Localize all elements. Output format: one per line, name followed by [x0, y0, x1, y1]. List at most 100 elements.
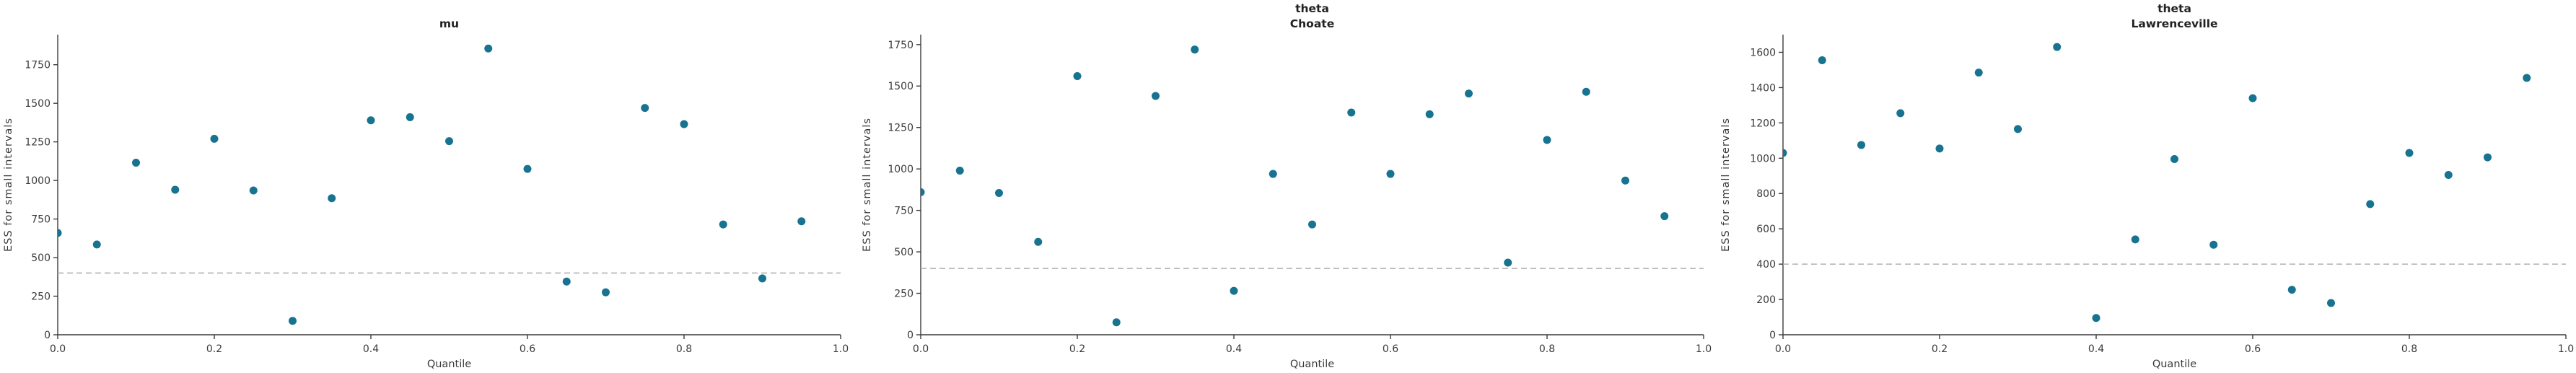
scatter-point [2327, 299, 2335, 307]
scatter-point [445, 137, 453, 146]
x-tick-label: 0.8 [2401, 343, 2417, 355]
x-tick-label: 0.4 [363, 343, 379, 355]
y-tick-label: 1750 [888, 40, 914, 51]
scatter-point [58, 229, 62, 237]
x-tick-label: 0.4 [1226, 343, 1242, 355]
y-tick-label: 750 [894, 206, 914, 217]
y-tick-label: 500 [31, 253, 51, 264]
y-tick-label: 1250 [25, 137, 51, 149]
y-tick-label: 1600 [1750, 47, 1776, 58]
scatter-point [2484, 153, 2492, 162]
x-tick-label: 0.8 [676, 343, 692, 355]
scatter-point [995, 188, 1003, 197]
scatter-point [367, 116, 375, 125]
x-tick-label: 0.2 [206, 343, 222, 355]
y-tick-label: 1400 [1750, 82, 1776, 94]
scatter-point [1230, 286, 1238, 295]
y-tick-label: 0 [1769, 330, 1776, 341]
x-tick-label: 0.6 [520, 343, 535, 355]
x-tick-label: 0.0 [913, 343, 929, 355]
scatter-point [1896, 109, 1905, 118]
scatter-point [1386, 170, 1395, 178]
scatter-point [1783, 149, 1787, 157]
scatter-point [1152, 92, 1160, 100]
scatter-point [1308, 220, 1316, 229]
panel-title: theta [1295, 2, 1329, 15]
y-tick-label: 1200 [1750, 118, 1776, 129]
scatter-point [1034, 237, 1043, 246]
scatter-point [328, 194, 336, 203]
y-tick-label: 1500 [888, 81, 914, 92]
x-tick-label: 0.2 [1932, 343, 1948, 355]
scatter-point [1935, 144, 1944, 153]
x-axis-label: Quantile [2152, 359, 2196, 370]
y-axis-label: ESS for small intervals [1720, 118, 1732, 252]
scatter-point [210, 134, 219, 143]
scatter-point [1974, 69, 1983, 77]
y-tick-label: 1000 [888, 164, 914, 175]
scatter-point [2523, 74, 2531, 82]
ess-panel-theta-choate: 0 250 500 750 1000 1250 1500 1750 0.0 0.2 0.4 0.6 0.… [859, 0, 1717, 373]
scatter-point [2405, 149, 2414, 157]
y-tick-label: 0 [907, 330, 914, 341]
ess-chart-theta-choate: 0 250 500 750 1000 1250 1500 1750 0.0 0.2 0.4 0.6 0.… [862, 2, 1712, 370]
y-tick-label: 400 [1756, 259, 1776, 271]
scatter-point [1857, 141, 1865, 149]
scatter-point [1191, 45, 1199, 54]
y-tick-label: 200 [1756, 294, 1776, 306]
scatter-point [1543, 136, 1551, 144]
scatter-point [289, 317, 297, 325]
scatter-point [2209, 240, 2218, 249]
y-tick-label: 500 [894, 247, 914, 258]
scatter-point [1660, 212, 1669, 221]
y-tick-label: 250 [31, 291, 51, 303]
scatter-point [171, 185, 180, 194]
scatter-point [1269, 170, 1277, 178]
scatter-point [2053, 43, 2062, 51]
scatter-point [523, 164, 532, 173]
scatter-point [249, 186, 258, 195]
y-tick-label: 750 [31, 214, 51, 226]
scatter-point [2014, 125, 2022, 133]
y-tick-label: 1000 [25, 175, 51, 187]
scatter-point [406, 113, 414, 121]
scatter-point [1112, 318, 1121, 327]
y-tick-label: 1500 [25, 98, 51, 110]
x-tick-label: 0.0 [1775, 343, 1791, 355]
scatter-point [602, 288, 610, 297]
y-tick-label: 0 [44, 330, 51, 341]
scatter-point [2092, 314, 2100, 322]
y-tick-label: 800 [1756, 188, 1776, 200]
x-tick-label: 0.6 [2245, 343, 2261, 355]
x-tick-label: 1.0 [1696, 343, 1712, 355]
scatter-point [1073, 71, 1082, 80]
x-tick-label: 0.0 [50, 343, 66, 355]
panel-subtitle: Choate [1290, 17, 1334, 30]
ess-panel-mu: 0 250 500 750 1000 1250 1500 1750 0.0 0.2 0.4 0.6 0.… [0, 0, 859, 373]
scatter-points-group [58, 44, 806, 325]
scatter-point [1582, 87, 1590, 96]
scatter-point [641, 104, 649, 113]
panel-title: mu [439, 17, 459, 30]
scatter-point [2248, 94, 2257, 102]
y-tick-label: 1000 [1750, 153, 1776, 164]
x-tick-label: 0.4 [2088, 343, 2104, 355]
scatter-point [132, 159, 140, 167]
y-axis-label: ESS for small intervals [862, 118, 873, 252]
y-tick-label: 1250 [888, 123, 914, 134]
scatter-point [758, 274, 766, 283]
scatter-point [2444, 171, 2453, 180]
scatter-point [92, 240, 101, 249]
y-axis-label: ESS for small intervals [3, 118, 14, 252]
scatter-point [1818, 56, 1826, 64]
scatter-point [484, 44, 493, 53]
scatter-point [1504, 258, 1512, 267]
x-axis-label: Quantile [1290, 359, 1334, 370]
scatter-point [1621, 176, 1629, 185]
scatter-points-group [1783, 43, 2531, 322]
ess-chart-mu: 0 250 500 750 1000 1250 1500 1750 0.0 0.2 0.4 0.6 0.… [3, 17, 849, 370]
scatter-point [797, 217, 806, 226]
ess-panel-theta-lawrenceville: 0 200 400 600 800 1000 1200 1400 1600 0.0 0.2 0.4 0.… [1717, 0, 2576, 373]
scatter-point [1425, 110, 1434, 118]
y-tick-label: 250 [894, 289, 914, 300]
